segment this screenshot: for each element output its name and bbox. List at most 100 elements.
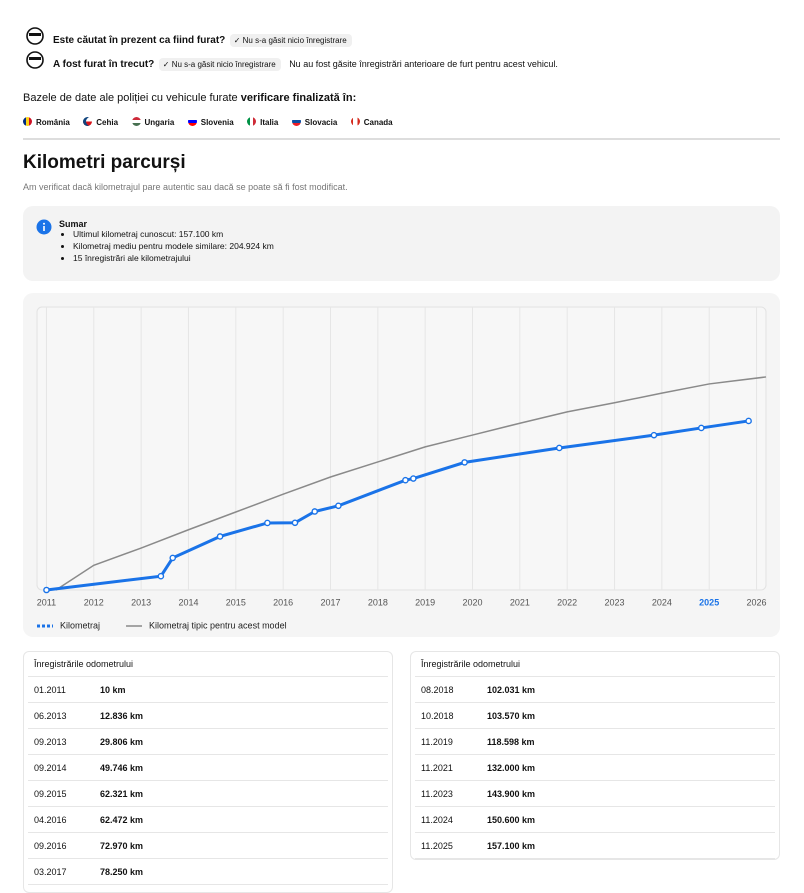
x-tick-label: 2026	[747, 597, 767, 607]
mileage: 132.000 km	[487, 762, 536, 773]
mileage: 72.970 km	[100, 840, 144, 851]
table-row: 04.2016 62.472 km	[28, 807, 388, 833]
plot-area	[36, 306, 767, 591]
point	[650, 431, 658, 439]
country: România	[36, 118, 70, 127]
x-tick-label: 2023	[605, 597, 625, 607]
x-tick-label: 2024	[652, 597, 672, 607]
summary-item: 15 înregistrări ale kilometrajului	[73, 252, 274, 264]
point	[169, 554, 177, 562]
date: 11.2024	[421, 814, 453, 825]
table-row: 09.2014 49.746 km	[28, 755, 388, 781]
mileage: 102.031 km	[487, 684, 536, 695]
table-row: 11.2025 157.100 km	[415, 833, 775, 859]
date: 09.2015	[34, 788, 67, 799]
mileage: 62.472 km	[100, 814, 144, 825]
x-tick-label: 2018	[368, 597, 388, 607]
x-tick-label: 2017	[320, 597, 340, 607]
point	[157, 572, 165, 580]
info-icon	[36, 219, 52, 235]
date: 11.2021	[421, 762, 453, 773]
mileage: 78.250 km	[100, 866, 144, 877]
point	[697, 424, 705, 432]
x-tick-label: 2016	[273, 597, 293, 607]
date: 04.2016	[34, 814, 67, 825]
chart: 2011 2012 2013 2014 2015 2016 2017 2018 2019 2020…	[36, 306, 767, 630]
badge-text: Nu s-a găsit nicio înregistrare	[242, 36, 347, 45]
legend-label: Kilometraj	[60, 620, 100, 630]
db-bold: verificare finalizată în:	[240, 92, 357, 104]
x-tick-label: 2022	[557, 597, 577, 607]
date: 11.2025	[421, 840, 453, 851]
table-row: 11.2024 150.600 km	[415, 807, 775, 833]
point	[745, 417, 752, 425]
legend-label: Kilometraj tipic pentru acest model	[149, 620, 287, 630]
date: 09.2014	[34, 762, 67, 773]
point	[216, 533, 224, 540]
date: 09.2016	[34, 840, 67, 851]
mileage: 103.570 km	[487, 710, 536, 721]
icons	[26, 27, 44, 69]
country: Ungaria	[144, 118, 175, 127]
point	[555, 444, 563, 452]
country: Canada	[363, 118, 393, 127]
mileage: 150.600 km	[487, 814, 536, 825]
divider	[23, 138, 780, 140]
x-tick-label: 2012	[84, 597, 104, 607]
date: 11.2023	[421, 788, 453, 799]
table-row: 08.2018 102.031 km	[415, 677, 775, 703]
mileage: 118.598 km	[487, 736, 535, 747]
country: Slovenia	[200, 118, 234, 127]
point	[461, 459, 468, 466]
mileage: 143.900 km	[487, 788, 536, 799]
country: Slovacia	[304, 118, 338, 127]
summary-item: Ultimul kilometraj cunoscut: 157.100 km	[73, 228, 274, 240]
date: 08.2018	[421, 684, 454, 695]
point	[291, 519, 299, 527]
records-table: Înregistrările odometrului 01.2011 10 km 06…	[23, 651, 393, 893]
x-tick-label: 2025	[699, 597, 719, 607]
series-line	[55, 376, 767, 591]
table-row: 03.2017 78.250 km	[28, 859, 388, 885]
mileage: 10 km	[100, 684, 126, 695]
point	[335, 502, 342, 510]
db-text: Bazele de date ale poliției cu vehicule …	[23, 92, 238, 104]
note: Nu au fost găsite înregistrări anterioar…	[289, 59, 558, 69]
point	[402, 476, 409, 484]
x-tick-label: 2021	[510, 597, 530, 607]
badge: ✓ Nu s-a găsit nicio înregistrare	[158, 58, 281, 71]
date: 01.2011	[34, 684, 66, 695]
point	[43, 586, 50, 594]
table-row: 11.2021 132.000 km	[415, 755, 775, 781]
table-row: 09.2016 72.970 km	[28, 833, 388, 859]
table-row: 11.2019 118.598 km	[415, 729, 775, 755]
mileage: 62.321 km	[100, 788, 144, 799]
mileage: 29.806 km	[100, 736, 144, 747]
x-tick-label: 2014	[178, 597, 198, 607]
summary-list: Ultimul kilometraj cunoscut: 157.100 km …	[59, 228, 274, 264]
section-title: Kilometri parcurși	[23, 152, 186, 173]
x-tick-label: 2011	[37, 597, 56, 607]
table-row: 10.2018 103.570 km	[415, 703, 775, 729]
mileage: 49.746 km	[100, 762, 144, 773]
table-title: Înregistrările odometrului	[28, 652, 388, 677]
mileage: 157.100 km	[487, 840, 536, 851]
x-tick-label: 2019	[415, 597, 435, 607]
table-row: 09.2013 29.806 km	[28, 729, 388, 755]
badge-text: Nu s-a găsit nicio înregistrare	[171, 60, 276, 69]
table-row: 06.2013 12.836 km	[28, 703, 388, 729]
records-table: Înregistrările odometrului 08.2018 102.031…	[410, 651, 780, 860]
question: A fost furat în trecut?	[53, 59, 155, 70]
countries: România Cehia Ungaria Slovenia Italia Sl…	[23, 112, 402, 130]
badge: ✓ Nu s-a găsit nicio înregistrare	[229, 34, 352, 47]
table-row: 01.2011 10 km	[28, 677, 388, 703]
date: 10.2018	[421, 710, 454, 721]
table-row: 09.2015 62.321 km	[28, 781, 388, 807]
date: 09.2013	[34, 736, 67, 747]
table-row: 11.2023 143.900 km	[415, 781, 775, 807]
x-tick-label: 2020	[462, 597, 482, 607]
point	[264, 519, 271, 527]
x-tick-label: 2015	[226, 597, 246, 607]
date: 11.2019	[421, 736, 453, 747]
